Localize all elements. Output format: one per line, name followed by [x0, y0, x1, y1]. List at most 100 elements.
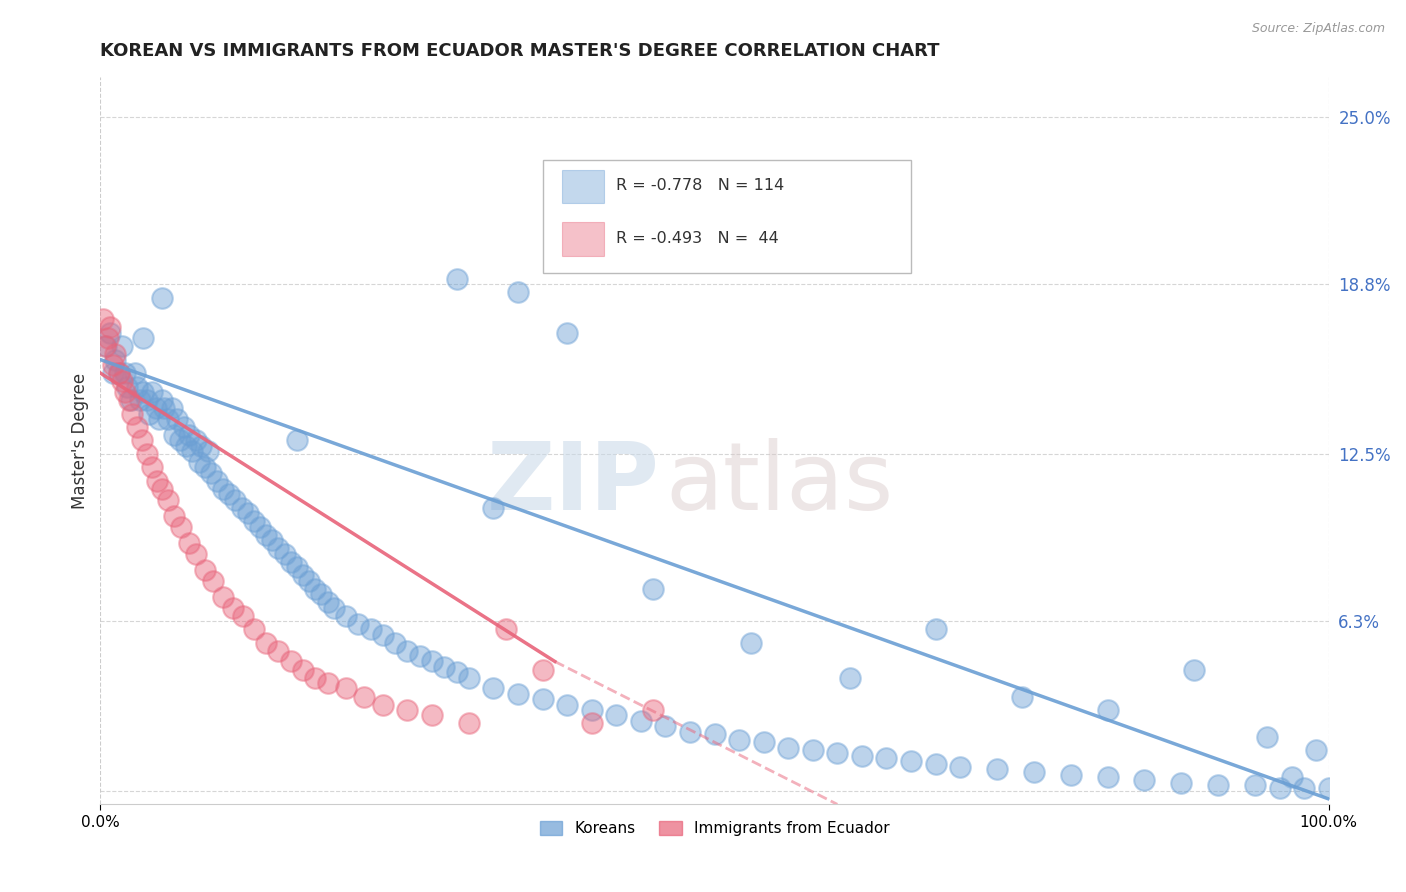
Point [166, 412, 188, 426]
Point [1097, 703, 1119, 717]
Text: KOREAN VS IMMIGRANTS FROM ECUADOR MASTER'S DEGREE CORRELATION CHART: KOREAN VS IMMIGRANTS FROM ECUADOR MASTER… [100, 42, 939, 60]
Point [197, 444, 219, 458]
Point [136, 447, 159, 461]
Point [482, 500, 505, 515]
Point [148, 412, 170, 426]
Text: R = -0.493   N =  44: R = -0.493 N = 44 [616, 231, 779, 245]
Point [409, 649, 432, 664]
Point [150, 291, 173, 305]
Y-axis label: Master's Degree: Master's Degree [72, 372, 89, 508]
Point [641, 703, 664, 717]
Point [150, 392, 173, 407]
Point [311, 587, 333, 601]
Point [371, 627, 394, 641]
Point [267, 643, 290, 657]
Point [900, 754, 922, 768]
Point [169, 434, 191, 448]
Point [420, 708, 443, 723]
Point [243, 514, 266, 528]
Point [232, 608, 254, 623]
Point [457, 671, 479, 685]
Point [396, 643, 419, 657]
Point [298, 574, 321, 588]
Point [949, 759, 972, 773]
Point [924, 756, 946, 771]
Point [555, 326, 578, 340]
Point [1170, 776, 1192, 790]
Point [107, 366, 129, 380]
Point [173, 420, 195, 434]
Point [679, 724, 702, 739]
Point [851, 748, 873, 763]
Point [124, 366, 146, 380]
Text: Source: ZipAtlas.com: Source: ZipAtlas.com [1251, 22, 1385, 36]
Point [1060, 767, 1083, 781]
Point [249, 519, 271, 533]
Point [1206, 779, 1229, 793]
Point [457, 716, 479, 731]
Point [170, 519, 193, 533]
FancyBboxPatch shape [543, 161, 911, 273]
Point [205, 474, 228, 488]
Point [186, 547, 208, 561]
Point [285, 434, 308, 448]
Point [371, 698, 394, 712]
Point [177, 536, 200, 550]
Point [703, 727, 725, 741]
Point [581, 716, 603, 731]
Point [121, 407, 143, 421]
Text: ZIP: ZIP [486, 438, 659, 530]
Point [254, 528, 277, 542]
Point [141, 460, 163, 475]
Point [396, 703, 419, 717]
Point [117, 379, 139, 393]
Point [218, 487, 240, 501]
Point [141, 384, 163, 399]
Point [495, 622, 517, 636]
Point [506, 687, 529, 701]
Point [285, 560, 308, 574]
Point [531, 663, 554, 677]
Legend: Koreans, Immigrants from Ecuador: Koreans, Immigrants from Ecuador [531, 814, 897, 844]
Point [827, 746, 849, 760]
Point [127, 379, 149, 393]
Point [111, 339, 134, 353]
Point [433, 660, 456, 674]
Point [101, 358, 124, 372]
Point [136, 392, 159, 407]
Point [127, 420, 149, 434]
Point [875, 751, 897, 765]
Point [654, 719, 676, 733]
Point [581, 703, 603, 717]
Point [316, 676, 339, 690]
Point [104, 347, 127, 361]
Point [224, 492, 246, 507]
Point [114, 384, 136, 399]
Point [236, 506, 259, 520]
Point [120, 392, 142, 407]
Point [190, 439, 212, 453]
Point [1244, 779, 1267, 793]
Point [446, 271, 468, 285]
Point [194, 460, 217, 475]
Point [420, 655, 443, 669]
Point [231, 500, 253, 515]
Point [202, 574, 225, 588]
Point [838, 671, 860, 685]
Point [131, 434, 153, 448]
Point [728, 732, 751, 747]
Point [347, 616, 370, 631]
Point [605, 708, 627, 723]
Point [146, 474, 169, 488]
Point [304, 582, 326, 596]
Point [335, 681, 357, 696]
Point [254, 635, 277, 649]
Point [335, 608, 357, 623]
Point [353, 690, 375, 704]
Point [267, 541, 290, 556]
Point [262, 533, 284, 548]
Point [778, 740, 800, 755]
Point [163, 508, 186, 523]
Point [222, 600, 245, 615]
Point [641, 582, 664, 596]
